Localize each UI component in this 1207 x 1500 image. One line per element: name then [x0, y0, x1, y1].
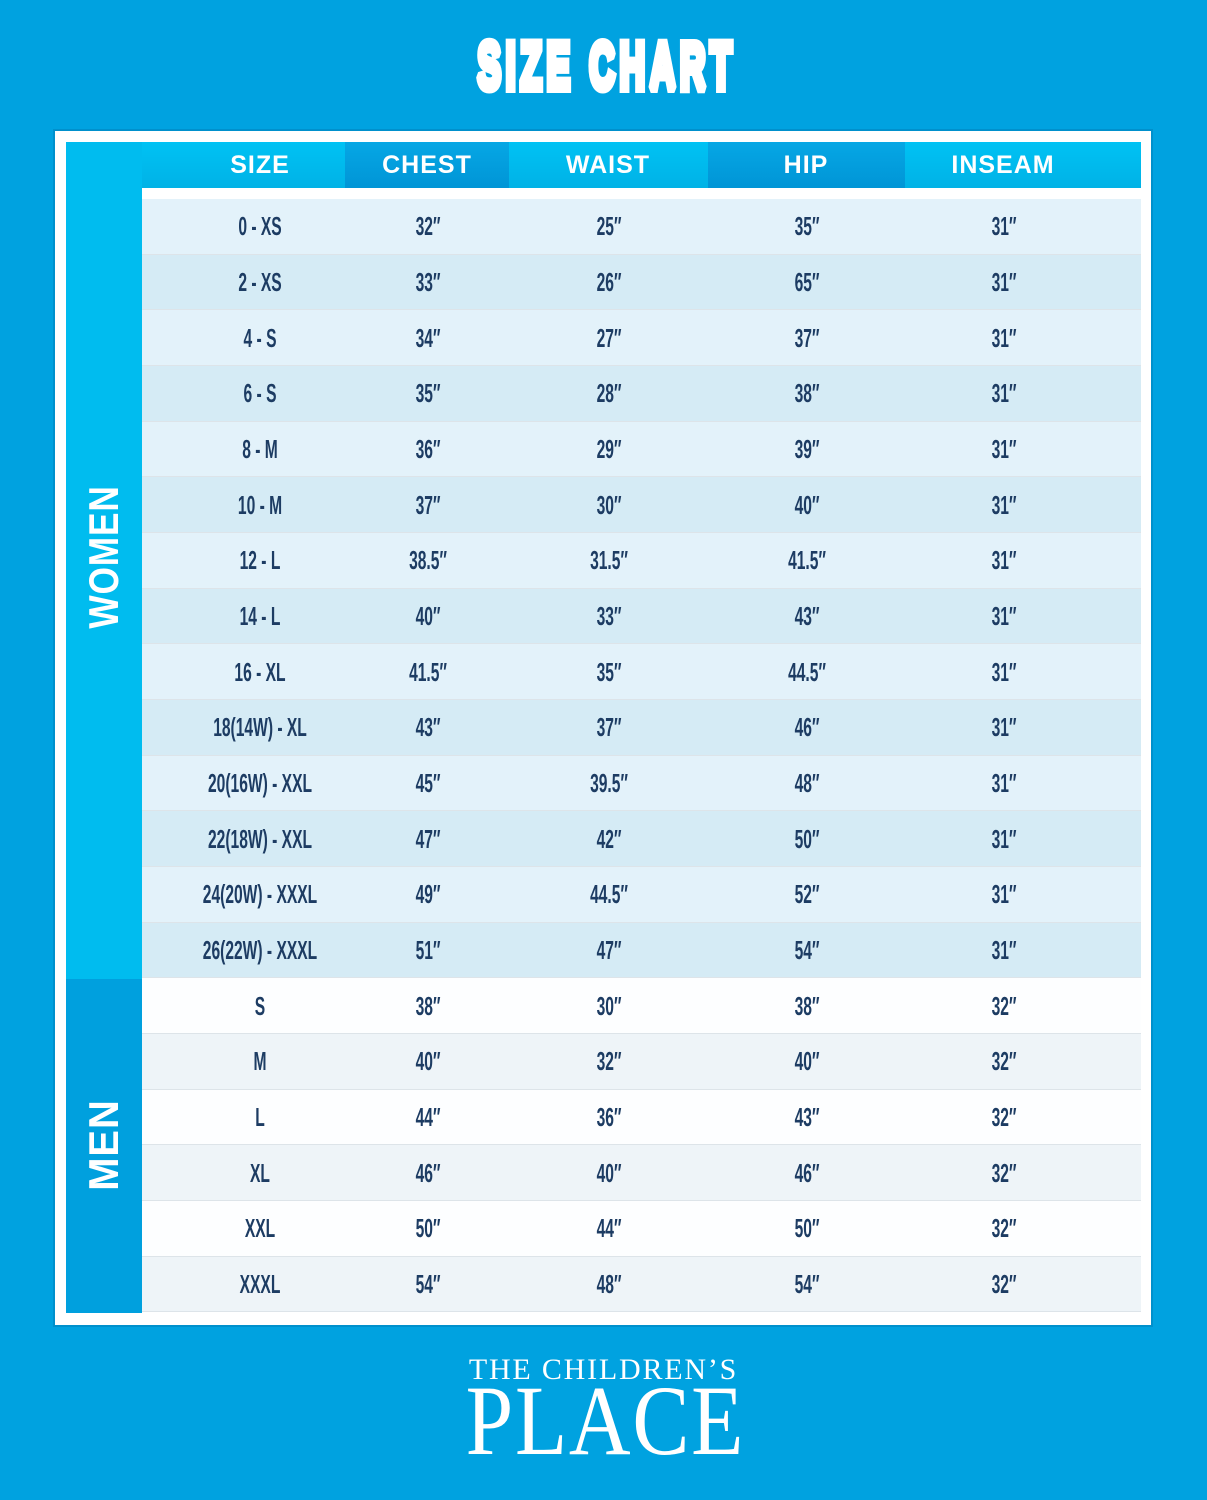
svg-text:SIZE CHART: SIZE CHART — [477, 30, 736, 104]
